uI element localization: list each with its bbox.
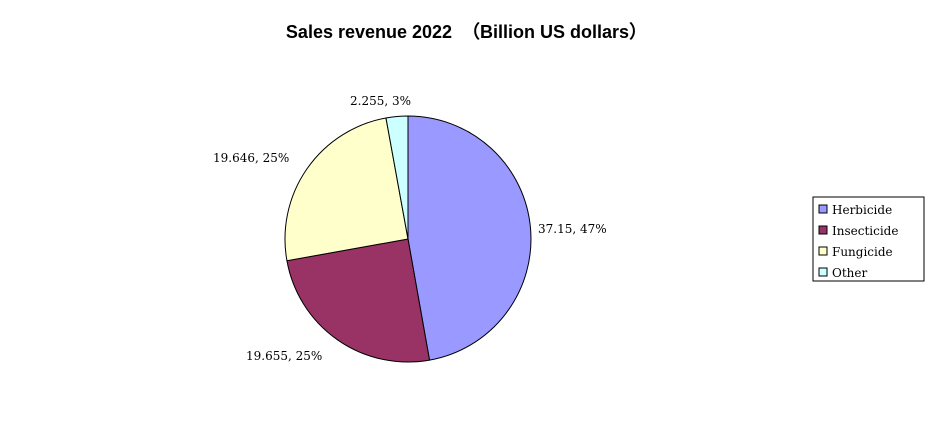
data-label-other: 2.255, 3% [350, 94, 411, 108]
chart-title: Sales revenue 2022 （Billion US dollars） [285, 22, 648, 42]
data-label-herbicide: 37.15, 47% [538, 222, 607, 236]
pie-slices [284, 115, 532, 363]
pie-slice-herbicide [407, 115, 532, 361]
chart-legend: Herbicide Insecticide Fungicide Other [812, 196, 925, 282]
legend-label-insecticide: Insecticide [832, 224, 898, 238]
data-label-fungicide: 19.646, 25% [213, 151, 289, 165]
legend-label-other: Other [832, 266, 867, 280]
pie-data-labels: 37.15, 47% 19.655, 25% 19.646, 25% 2.255, 3… [213, 94, 607, 363]
data-label-insecticide: 19.655, 25% [246, 349, 322, 363]
pie-slice-other [385, 115, 409, 240]
legend-label-herbicide: Herbicide [832, 203, 892, 217]
legend-swatch-herbicide [818, 204, 828, 214]
legend-swatch-insecticide [818, 225, 828, 235]
legend-box [812, 196, 925, 282]
legend-swatch-fungicide [818, 246, 828, 256]
pie-slice-fungicide [284, 117, 409, 262]
legend-swatch-other [818, 267, 828, 277]
legend-label-fungicide: Fungicide [832, 245, 893, 259]
pie-slice-insecticide [286, 238, 431, 363]
